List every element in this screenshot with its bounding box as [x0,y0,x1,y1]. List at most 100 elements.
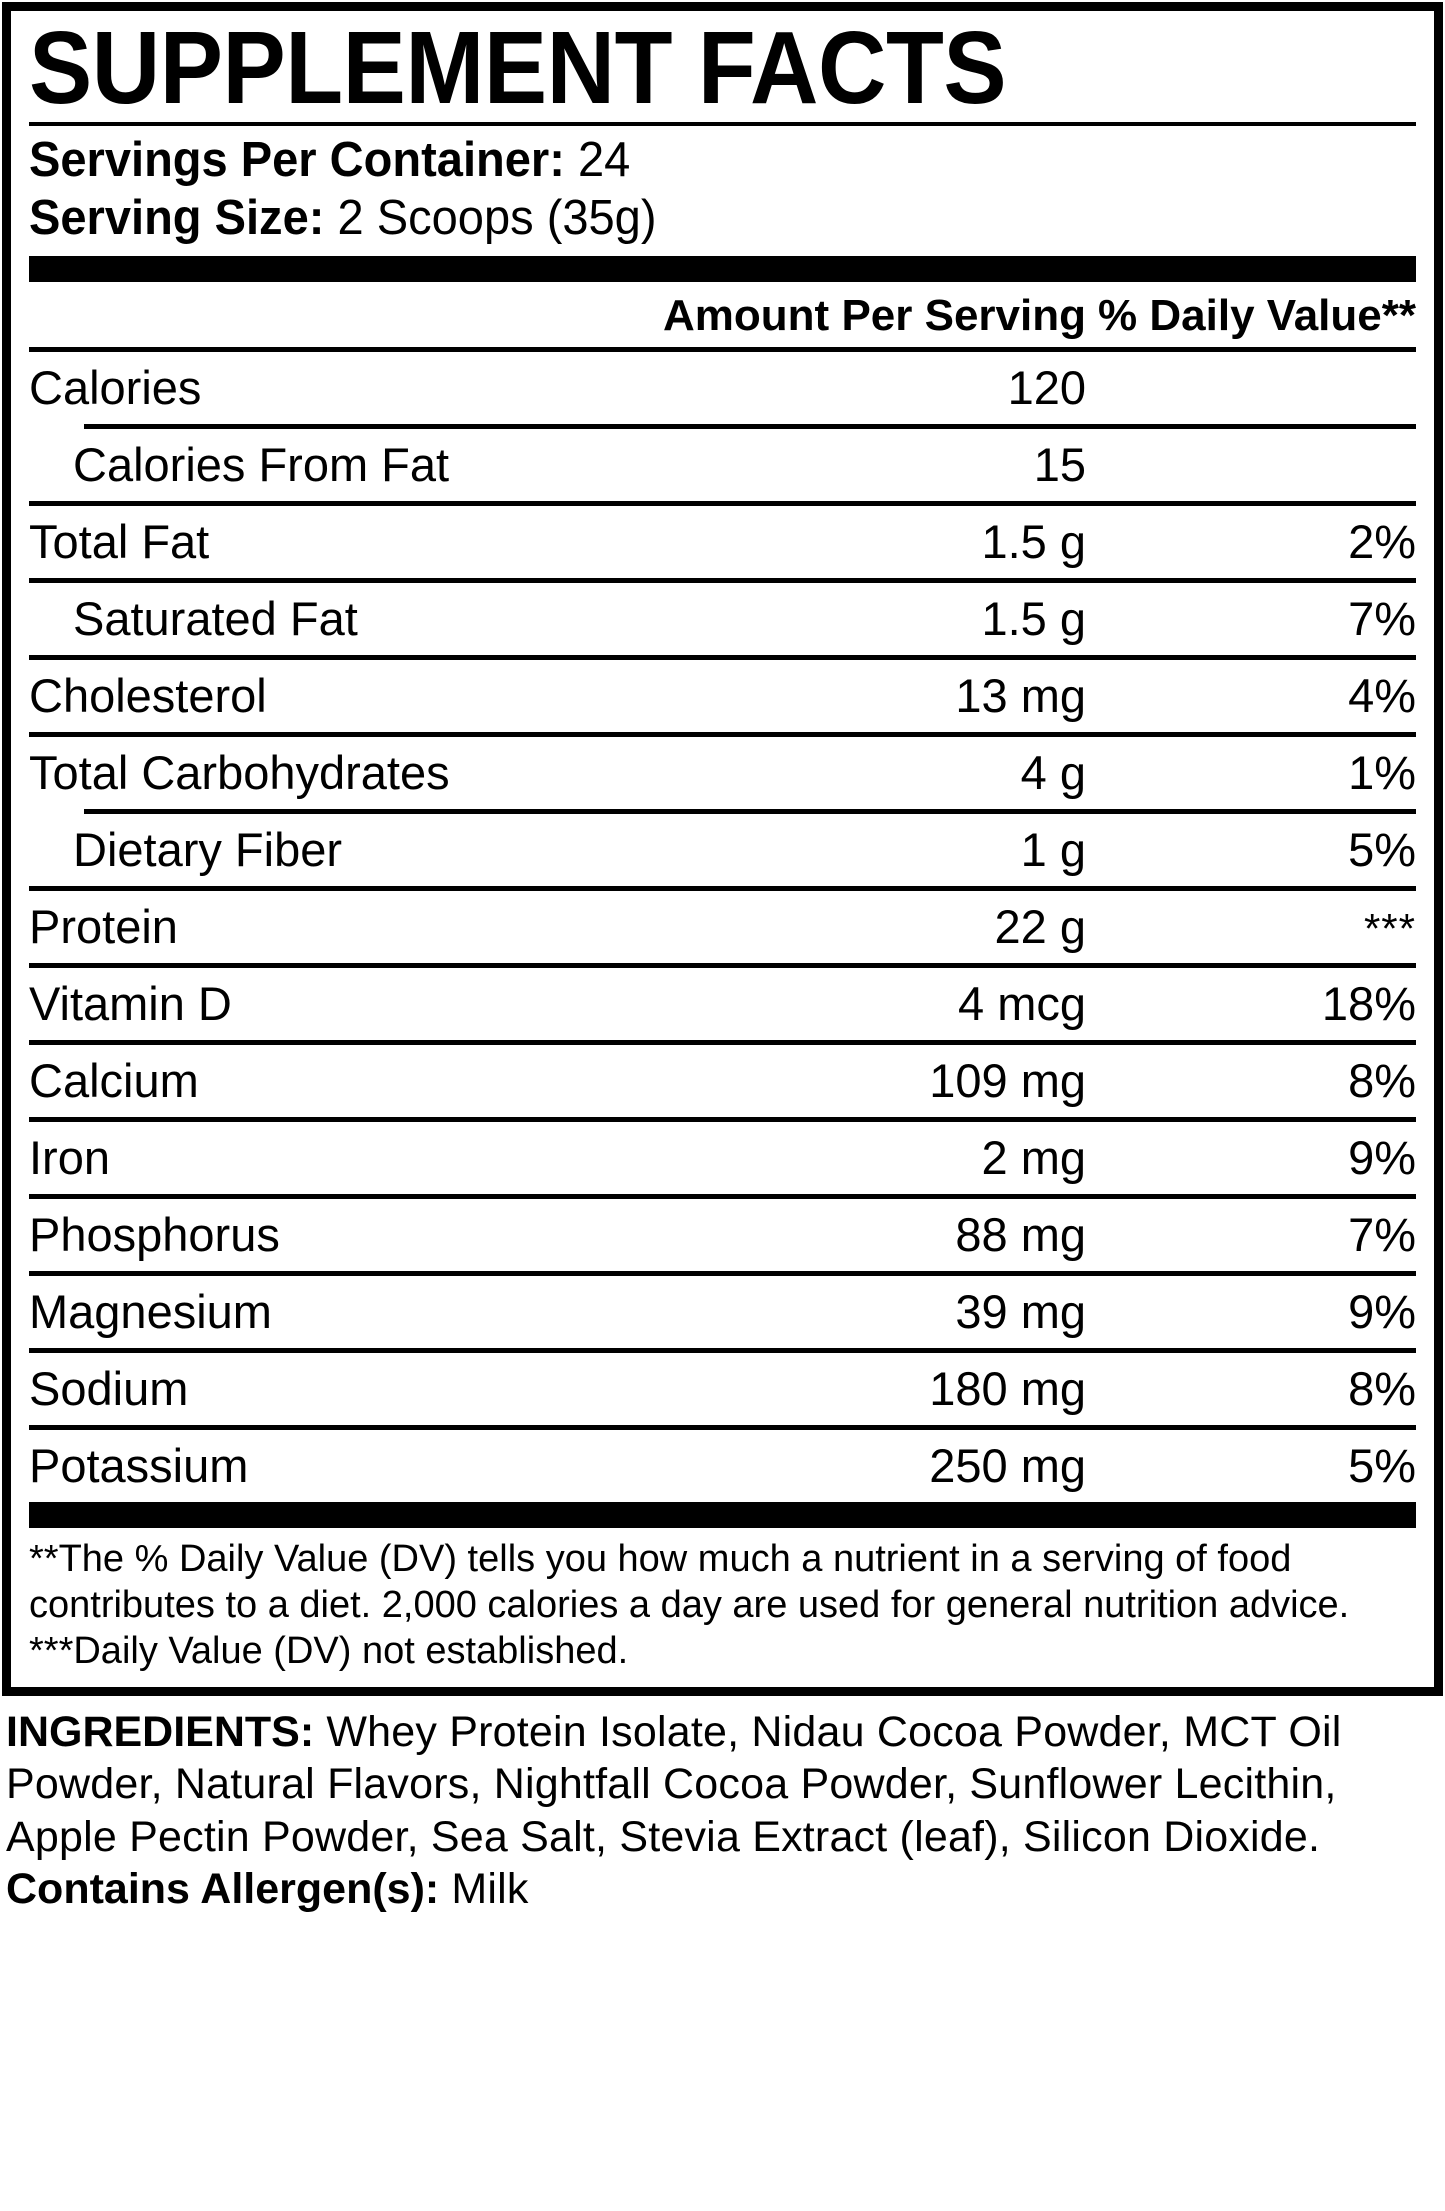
table-row: Calcium 109 mg 8% [29,1045,1416,1117]
nutrient-amount: 250 mg [929,1438,1086,1492]
ingredients-label: INGREDIENTS: [6,1707,315,1756]
row-divider [29,654,1416,660]
nutrient-name: Total Fat [29,514,210,568]
table-row: Dietary Fiber 1 g 5% [29,814,1416,886]
nutrient-amount: 4 mcg [958,976,1086,1030]
table-row: Iron 2 mg 9% [29,1122,1416,1194]
nutrient-amount: 4 g [1020,745,1086,799]
nutrient-name: Magnesium [29,1284,272,1338]
nutrient-daily-value: 9% [1348,1130,1416,1184]
servings-block: Servings Per Container: 24 Serving Size:… [29,126,1416,256]
nutrient-amount: 120 [1007,360,1086,414]
row-divider [29,1347,1416,1353]
nutrient-amount: 13 mg [955,668,1086,722]
nutrient-daily-value: 7% [1348,591,1416,645]
servings-per-container: Servings Per Container: 24 [29,132,1361,190]
nutrient-daily-value: 5% [1348,822,1416,876]
servings-per-container-label: Servings Per Container: [29,133,565,188]
nutrient-daily-value: 18% [1321,976,1416,1030]
row-divider [29,500,1416,506]
table-row: Cholesterol 13 mg 4% [29,660,1416,732]
nutrient-name: Sodium [29,1361,189,1415]
row-divider [29,962,1416,968]
table-row: Saturated Fat 1.5 g 7% [29,583,1416,655]
nutrient-rows: Calories 120 Calories From Fat 15 Total Fat 1… [29,346,1416,1502]
row-divider [29,1039,1416,1045]
serving-size-label: Serving Size: [29,190,325,245]
dv-not-established-note: ***Daily Value (DV) not established. [29,1630,629,1673]
nutrient-name: Protein [29,899,178,953]
nutrient-name: Calories [29,360,202,414]
row-divider [29,885,1416,891]
table-row: Total Carbohydrates 4 g 1% [29,737,1416,809]
ingredients-line: INGREDIENTS: Whey Protein Isolate, Nidau… [6,1706,1439,1863]
ingredients-block: INGREDIENTS: Whey Protein Isolate, Nidau… [0,1696,1445,1916]
servings-per-container-value: 24 [577,133,631,188]
nutrient-name: Dietary Fiber [73,822,343,876]
nutrient-daily-value: *** [1363,904,1416,952]
nutrient-amount: 88 mg [955,1207,1086,1261]
table-row: Sodium 180 mg 8% [29,1353,1416,1425]
nutrient-name: Vitamin D [29,976,232,1030]
daily-value-note: **The % Daily Value (DV) tells you how m… [29,1537,1350,1627]
allergens-line: Contains Allergen(s): Milk [6,1863,1439,1915]
row-divider [29,577,1416,583]
row-divider [29,346,1416,352]
row-divider [29,731,1416,737]
supplement-facts-panel: SUPPLEMENT FACTS Servings Per Container:… [2,2,1443,1696]
nutrient-amount: 39 mg [955,1284,1086,1338]
serving-size-value: 2 Scoops (35g) [337,190,657,245]
nutrient-amount: 15 [1033,437,1086,491]
footnotes: **The % Daily Value (DV) tells you how m… [29,1528,1416,1677]
nutrient-name: Saturated Fat [73,591,358,645]
ingredients-text: Whey Protein Isolate, Nidau Cocoa Powder… [6,1707,1342,1861]
nutrient-amount: 1.5 g [981,591,1086,645]
header-black-bar [29,255,1416,282]
column-headers: Amount Per Serving % Daily Value** [29,282,1416,347]
serving-size: Serving Size: 2 Scoops (35g) [29,190,1361,248]
nutrient-amount: 109 mg [929,1053,1086,1107]
nutrient-name: Cholesterol [29,668,267,722]
nutrient-amount: 180 mg [929,1361,1086,1415]
nutrient-daily-value: 2% [1348,514,1416,568]
table-row: Phosphorus 88 mg 7% [29,1199,1416,1271]
page-title: SUPPLEMENT FACTS [29,10,1007,125]
nutrient-amount: 1 g [1020,822,1086,876]
nutrient-daily-value: 5% [1348,1438,1416,1492]
table-row: Magnesium 39 mg 9% [29,1276,1416,1348]
nutrient-amount: 22 g [994,899,1086,953]
nutrient-daily-value: 9% [1348,1284,1416,1338]
footer-black-bar [29,1501,1416,1528]
nutrient-name: Calcium [29,1053,199,1107]
nutrient-amount: 1.5 g [981,514,1086,568]
nutrient-daily-value: 1% [1348,745,1416,799]
table-row: Total Fat 1.5 g 2% [29,506,1416,578]
column-header-daily-value: % Daily Value** [1098,290,1416,340]
table-row: Vitamin D 4 mcg 18% [29,968,1416,1040]
row-divider [29,1193,1416,1199]
row-divider [29,1270,1416,1276]
nutrient-amount: 2 mg [981,1130,1087,1184]
table-row: Calories 120 [29,352,1416,424]
nutrient-daily-value: 7% [1348,1207,1416,1261]
table-row: Calories From Fat 15 [29,429,1416,501]
row-divider [84,423,1416,429]
allergens-label: Contains Allergen(s): [6,1865,440,1914]
column-header-amount: Amount Per Serving [663,290,1086,340]
table-row: Protein 22 g *** [29,891,1416,963]
nutrient-daily-value: 8% [1348,1361,1416,1415]
row-divider [29,1116,1416,1122]
table-row: Potassium 250 mg 5% [29,1430,1416,1502]
nutrient-name: Iron [29,1130,110,1184]
nutrient-name: Phosphorus [29,1207,280,1261]
row-divider [84,808,1416,814]
nutrient-daily-value: 4% [1348,668,1416,722]
nutrient-daily-value: 8% [1348,1053,1416,1107]
nutrient-name: Potassium [29,1438,249,1492]
title-rule [29,122,1416,127]
nutrient-name: Calories From Fat [73,437,450,491]
allergens-text: Milk [439,1865,529,1914]
row-divider [29,1424,1416,1430]
nutrient-name: Total Carbohydrates [29,745,450,799]
